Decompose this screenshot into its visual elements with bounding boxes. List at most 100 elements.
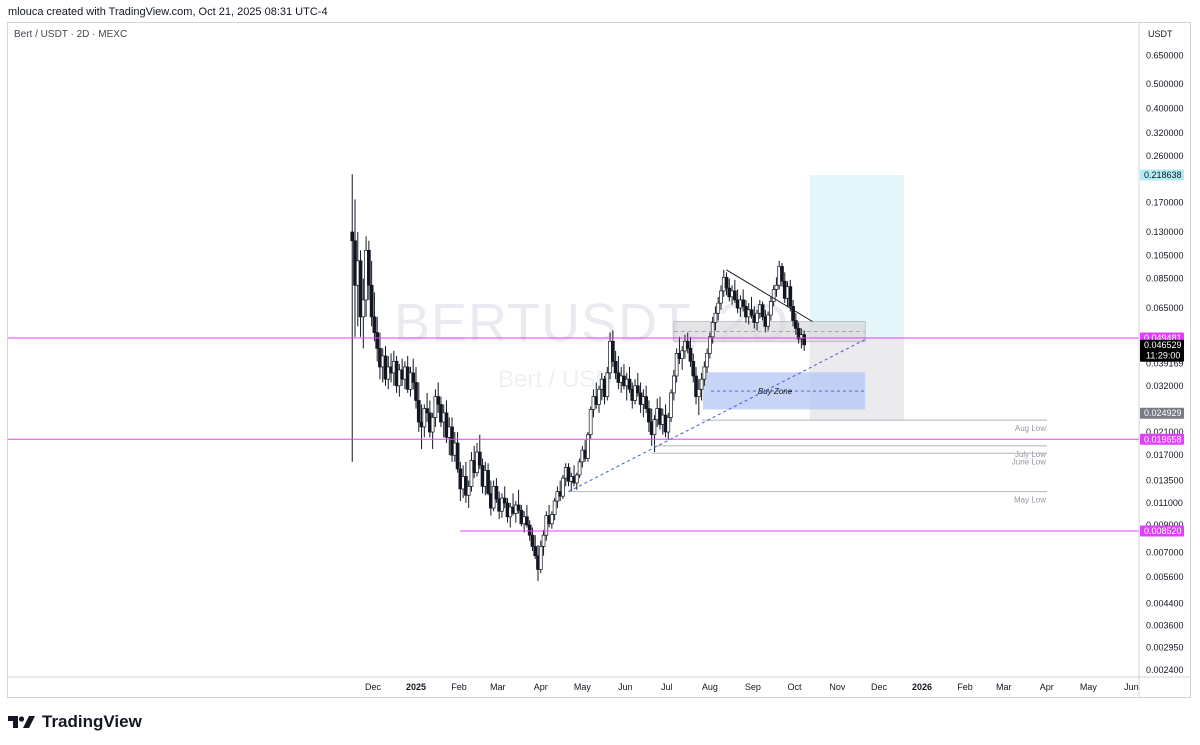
tradingview-logo[interactable]: TradingView bbox=[8, 712, 142, 732]
candle-body bbox=[433, 396, 438, 418]
candle bbox=[635, 372, 640, 397]
candle-body bbox=[530, 534, 535, 547]
candle bbox=[361, 278, 366, 349]
price-tick-label: 0.007000 bbox=[1146, 548, 1184, 558]
candle-body bbox=[644, 396, 648, 409]
price-tick-label: 0.650000 bbox=[1146, 50, 1184, 60]
price-tick-label: 0.011000 bbox=[1146, 498, 1183, 508]
candle-body bbox=[724, 276, 729, 289]
candle bbox=[372, 292, 377, 342]
price-tick-label: 0.500000 bbox=[1146, 79, 1184, 89]
candle-body bbox=[444, 412, 449, 438]
candle bbox=[647, 400, 651, 433]
candle-body bbox=[613, 360, 618, 374]
tradingview-logo-icon bbox=[8, 716, 35, 728]
candle bbox=[561, 474, 565, 500]
price-badge-2 bbox=[1140, 339, 1184, 362]
candle-body bbox=[455, 442, 460, 470]
time-tick-label: Sep bbox=[745, 682, 761, 692]
candle-body bbox=[741, 299, 746, 307]
candle-body bbox=[755, 312, 759, 323]
price-tick-label: 0.170000 bbox=[1146, 198, 1184, 208]
candle bbox=[477, 434, 482, 469]
candle bbox=[433, 389, 438, 427]
candle bbox=[802, 330, 807, 351]
candle-body bbox=[411, 372, 416, 383]
candle-body bbox=[375, 332, 380, 349]
candle bbox=[685, 332, 690, 354]
candle bbox=[611, 330, 615, 367]
candle bbox=[699, 372, 704, 401]
candle bbox=[597, 385, 601, 413]
price-tick-label: 0.004400 bbox=[1146, 598, 1184, 608]
candle-body bbox=[450, 426, 454, 456]
price-tick-label: 0.085000 bbox=[1146, 274, 1184, 284]
candle-body bbox=[574, 474, 579, 484]
candle-body bbox=[414, 382, 418, 401]
ascending-trendline bbox=[568, 339, 866, 493]
candle bbox=[793, 313, 798, 335]
price-tick-label: 0.002950 bbox=[1146, 642, 1184, 652]
candle-body bbox=[791, 306, 795, 321]
candle-body bbox=[588, 409, 593, 436]
may-low-label: May Low bbox=[1014, 496, 1046, 505]
candle-body bbox=[367, 249, 371, 286]
candle bbox=[500, 493, 504, 518]
candle-body bbox=[669, 392, 673, 418]
candle bbox=[694, 366, 698, 405]
candle-body bbox=[691, 360, 696, 377]
price-tick-label: 0.400000 bbox=[1146, 104, 1184, 114]
time-tick-label: Dec bbox=[365, 682, 382, 692]
candle bbox=[574, 472, 579, 490]
candle-body bbox=[466, 485, 471, 496]
time-tick-label: Oct bbox=[787, 682, 802, 692]
candle bbox=[710, 316, 715, 344]
candle-body bbox=[749, 309, 754, 316]
candle bbox=[760, 301, 765, 321]
candle-body bbox=[635, 385, 640, 394]
price-badge-4 bbox=[1140, 433, 1184, 445]
june-low-label: June Low bbox=[1012, 457, 1046, 466]
candle bbox=[358, 250, 363, 337]
candle bbox=[566, 463, 571, 487]
candle bbox=[414, 366, 418, 409]
price-tick-label: 0.021000 bbox=[1146, 427, 1184, 437]
candle-body bbox=[566, 467, 571, 482]
chart-header: mlouca created with TradingView.com, Oct… bbox=[0, 0, 1200, 22]
candle-body bbox=[766, 314, 770, 327]
candle-body bbox=[516, 504, 521, 511]
candle bbox=[455, 432, 460, 473]
candle bbox=[436, 382, 441, 413]
candle bbox=[680, 345, 685, 370]
candle bbox=[416, 382, 421, 433]
candle bbox=[705, 348, 709, 373]
candle-body bbox=[416, 400, 421, 423]
time-tick-label: Mar bbox=[996, 682, 1012, 692]
candle bbox=[724, 272, 729, 296]
candle bbox=[741, 289, 746, 312]
candle bbox=[605, 366, 610, 401]
time-tick-label: May bbox=[574, 682, 592, 692]
price-tick-label: 0.260000 bbox=[1146, 151, 1184, 161]
time-tick-label: 2026 bbox=[912, 682, 932, 692]
descending-trendline bbox=[726, 269, 813, 322]
candle-body bbox=[716, 302, 721, 314]
candle bbox=[771, 285, 776, 307]
candle-body bbox=[605, 372, 610, 397]
candle bbox=[755, 309, 759, 331]
candle-body bbox=[710, 322, 715, 338]
price-badge-value-3: 0.024929 bbox=[1144, 408, 1182, 418]
candle-body bbox=[611, 340, 615, 362]
candle bbox=[550, 511, 554, 529]
time-tick-label: 2025 bbox=[406, 682, 426, 692]
candle bbox=[369, 260, 374, 327]
candle bbox=[716, 296, 721, 321]
candle bbox=[464, 461, 468, 503]
candle bbox=[644, 385, 648, 413]
candle-body bbox=[705, 353, 709, 368]
candle bbox=[411, 358, 416, 390]
candle-body bbox=[597, 388, 601, 405]
price-axis-currency: USDT bbox=[1148, 29, 1173, 39]
price-badge-3 bbox=[1140, 407, 1184, 419]
